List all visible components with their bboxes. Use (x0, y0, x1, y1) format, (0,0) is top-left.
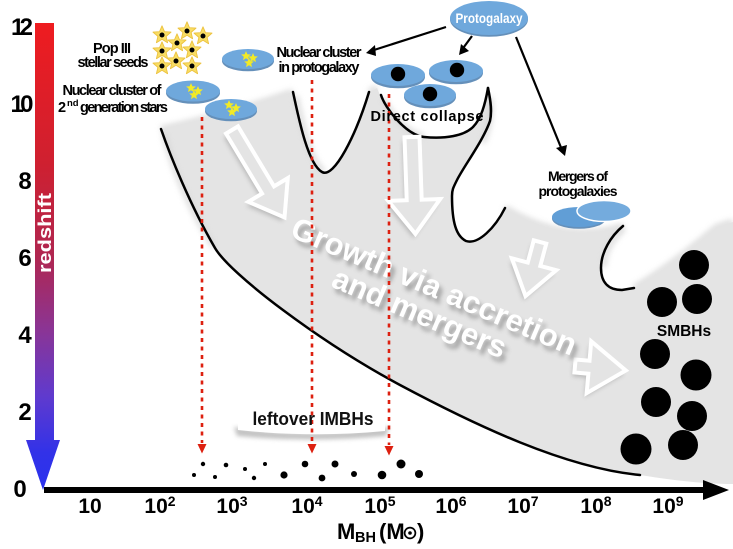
svg-text:6: 6 (18, 245, 31, 272)
svg-text:Nuclear cluster of: Nuclear cluster of (63, 83, 162, 99)
svg-text:M: M (337, 519, 355, 544)
svg-text:protogalaxies: protogalaxies (539, 183, 618, 199)
svg-text:nd: nd (67, 98, 79, 109)
svg-text:BH: BH (355, 530, 376, 546)
svg-text:redshift: redshift (35, 193, 55, 273)
svg-text:2: 2 (18, 399, 31, 426)
svg-text:0: 0 (13, 476, 26, 503)
svg-text:10: 10 (78, 495, 101, 518)
svg-text:generation stars: generation stars (80, 100, 168, 116)
svg-text:Protogalaxy: Protogalaxy (456, 10, 523, 26)
svg-text:4: 4 (18, 322, 32, 349)
svg-text:SMBHs: SMBHs (657, 323, 711, 340)
svg-text:Pop III: Pop III (93, 41, 131, 57)
svg-text:(M: (M (379, 519, 405, 544)
svg-text:stellar seeds: stellar seeds (78, 55, 149, 71)
svg-text:12: 12 (11, 14, 33, 41)
svg-text:10: 10 (11, 91, 34, 118)
svg-text:Direct collapse: Direct collapse (371, 109, 484, 125)
svg-text:Nuclear cluster: Nuclear cluster (277, 45, 362, 61)
svg-text:leftover IMBHs: leftover IMBHs (253, 409, 374, 429)
svg-text:in protogalaxy: in protogalaxy (279, 60, 360, 76)
svg-text:2: 2 (58, 100, 66, 116)
svg-text:8: 8 (18, 168, 31, 195)
svg-text:Mergers of: Mergers of (548, 168, 608, 184)
svg-text:): ) (417, 519, 424, 544)
